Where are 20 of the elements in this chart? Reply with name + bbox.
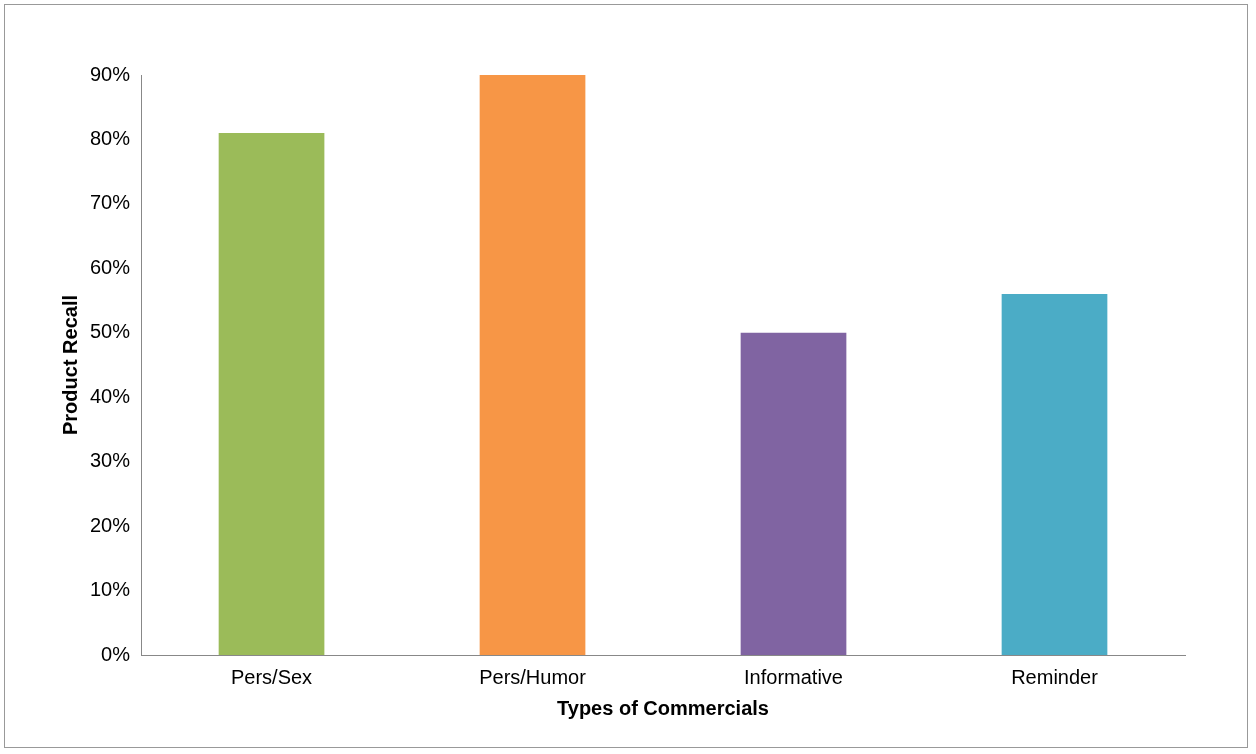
bar bbox=[218, 133, 325, 655]
y-tick-label: 20% bbox=[90, 513, 131, 536]
y-axis-title: Product Recall bbox=[58, 294, 81, 436]
y-tick-label: 0% bbox=[101, 642, 131, 665]
x-tick-label: Informative bbox=[744, 665, 843, 688]
bar bbox=[1001, 294, 1108, 655]
bar bbox=[479, 75, 586, 655]
bar bbox=[740, 332, 847, 655]
x-tick-label: Reminder bbox=[1011, 665, 1099, 688]
x-axis-title: Types of Commercials bbox=[557, 696, 769, 719]
y-tick-label: 30% bbox=[90, 449, 131, 472]
y-tick-label: 50% bbox=[90, 320, 131, 343]
y-tick-label: 90% bbox=[90, 62, 131, 85]
x-tick-label: Pers/Humor bbox=[479, 665, 587, 688]
y-tick-label: 70% bbox=[90, 191, 131, 214]
y-tick-label: 60% bbox=[90, 255, 131, 278]
x-tick-label: Pers/Sex bbox=[230, 665, 313, 688]
y-tick-label: 40% bbox=[90, 384, 131, 407]
y-tick-label: 10% bbox=[90, 578, 131, 601]
y-tick-label: 80% bbox=[90, 126, 131, 149]
